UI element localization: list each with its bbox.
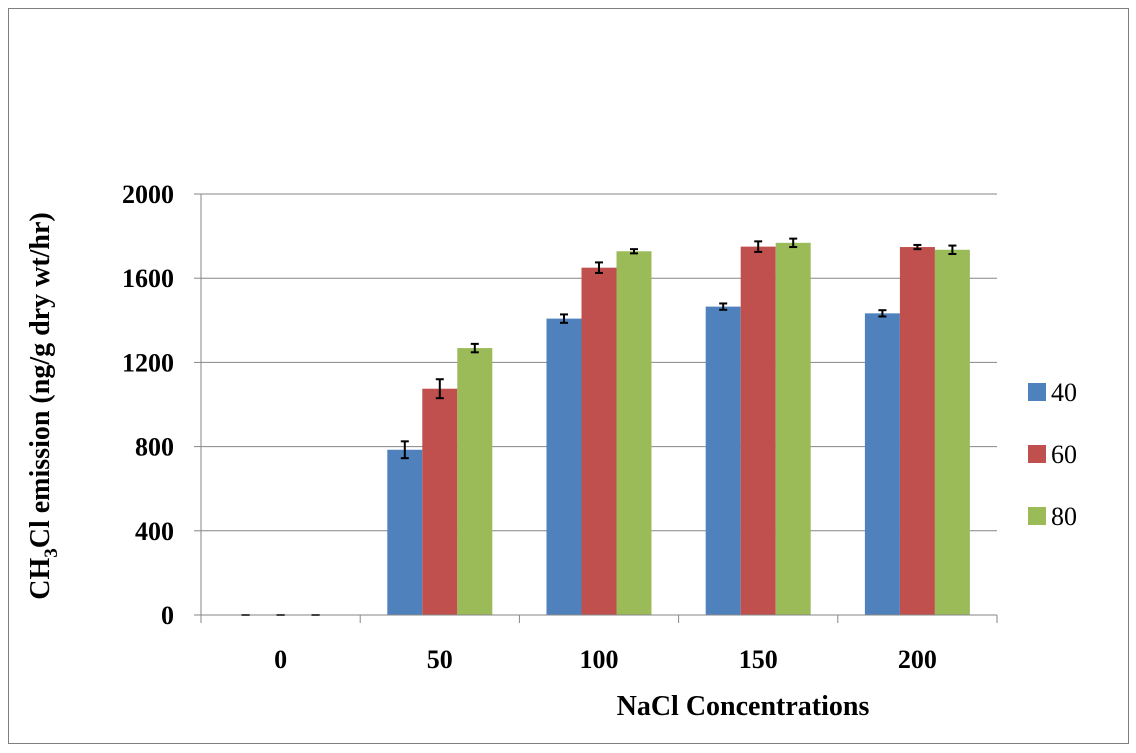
x-tick-labels: 0 50 100 150 200 bbox=[274, 645, 937, 674]
legend-swatch bbox=[1028, 445, 1046, 463]
bar bbox=[422, 389, 457, 615]
legend-item: 80 bbox=[1028, 502, 1077, 531]
legend-swatch bbox=[1028, 383, 1046, 401]
bar bbox=[457, 348, 492, 615]
x-tick-label: 200 bbox=[898, 645, 937, 674]
y-axis-title-part-2: Cl emission (ng/g dry wt/hr) bbox=[25, 212, 56, 548]
bar bbox=[617, 251, 652, 615]
legend-item: 60 bbox=[1028, 440, 1077, 469]
legend-label: 40 bbox=[1051, 378, 1077, 407]
bar bbox=[776, 243, 811, 615]
bars bbox=[242, 239, 970, 615]
bar bbox=[865, 313, 900, 615]
bar bbox=[547, 319, 582, 615]
y-tick-label: 0 bbox=[161, 601, 174, 630]
x-axis-title: NaCl Concentrations bbox=[617, 691, 870, 722]
y-tick-label: 1600 bbox=[122, 264, 174, 293]
x-tick-label: 50 bbox=[427, 645, 453, 674]
bar bbox=[900, 247, 935, 615]
legend-item: 40 bbox=[1028, 378, 1077, 407]
bar bbox=[741, 247, 776, 615]
y-axis-title-part-1: CH bbox=[25, 558, 56, 600]
x-tick-label: 150 bbox=[739, 645, 778, 674]
bar bbox=[387, 450, 422, 615]
error-bar bbox=[913, 245, 921, 249]
y-tick-label: 2000 bbox=[122, 180, 174, 209]
x-tick-label: 0 bbox=[274, 645, 287, 674]
legend-label: 80 bbox=[1051, 502, 1077, 531]
bar bbox=[935, 250, 970, 615]
legend-label: 60 bbox=[1051, 440, 1077, 469]
y-tick-label: 1200 bbox=[122, 348, 174, 377]
legend: 40 60 80 bbox=[1028, 378, 1077, 531]
y-tick-label: 400 bbox=[135, 517, 174, 546]
y-axis-title: CH3Cl emission (ng/g dry wt/hr) bbox=[25, 212, 62, 600]
legend-swatch bbox=[1028, 507, 1046, 525]
y-tick-label: 800 bbox=[135, 433, 174, 462]
y-tick-labels: 0 400 800 1200 1600 2000 bbox=[122, 180, 174, 630]
y-axis-title-subscript: 3 bbox=[41, 548, 62, 558]
bar bbox=[706, 307, 741, 615]
x-tick-label: 100 bbox=[580, 645, 619, 674]
bar bbox=[582, 268, 617, 615]
